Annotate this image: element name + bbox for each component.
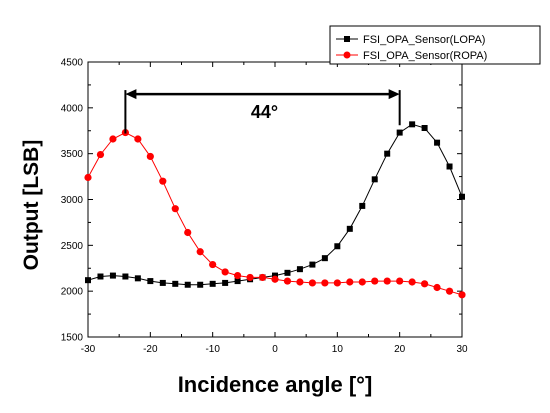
data-point-lopa [209,280,216,287]
annotation-label: 44° [251,102,278,122]
y-tick-label: 4000 [61,103,84,114]
y-tick-label: 3000 [61,195,84,206]
data-point-ropa [346,278,354,286]
legend-label-lopa: FSI_OPA_Sensor(LOPA) [363,34,485,46]
data-point-ropa [408,278,416,286]
data-point-ropa [433,283,441,292]
data-point-ropa [383,277,391,285]
data-point-ropa [296,278,304,286]
data-point-ropa [146,152,154,161]
x-tick-label: -10 [205,344,220,355]
data-point-lopa [122,273,129,280]
data-point-ropa [258,273,267,282]
data-point-ropa [421,280,429,288]
y-axis-title: Output [LSB] [20,140,43,271]
data-point-lopa [272,272,278,279]
x-tick-label: 30 [456,344,468,355]
data-point-ropa [159,177,167,185]
x-tick-label: 10 [332,344,344,355]
data-point-lopa [421,125,428,131]
legend-box [329,25,541,65]
data-point-ropa [184,228,192,237]
data-point-lopa [234,278,241,285]
data-point-lopa [85,277,91,284]
data-point-lopa [334,243,341,250]
data-point-ropa [371,277,379,285]
data-point-lopa [97,273,104,280]
data-point-ropa [445,287,454,295]
data-point-ropa [321,279,329,287]
data-point-lopa [359,202,366,209]
data-point-lopa [371,176,378,183]
data-point-lopa [346,225,353,232]
y-tick-label: 3500 [61,149,84,160]
annotation-arrowhead-right [388,89,400,100]
data-point-ropa [333,279,341,287]
y-tick-label: 1500 [61,333,84,344]
data-point-lopa [284,269,291,276]
legend-marker-lopa [344,36,350,42]
data-point-lopa [296,266,303,273]
data-point-lopa [409,121,416,128]
data-point-ropa [358,278,366,286]
x-tick-label: 0 [272,344,278,355]
x-tick-label: -30 [81,344,96,355]
data-point-ropa [396,277,404,285]
data-point-ropa [109,135,117,143]
data-point-lopa [147,278,154,285]
plot-area: -30 -20 -10 0 10 20 30 1500 2000 2500 3000 3500 4000… [61,58,468,356]
data-point-ropa [234,271,242,280]
data-point-lopa [459,193,465,200]
legend: FSI_OPA_Sensor(LOPA) FSI_OPA_Sensor(ROPA… [329,25,541,65]
data-point-ropa [458,291,466,299]
x-axis-title: Incidence angle [°] [178,372,373,397]
series-line-ropa [88,132,462,296]
data-point-ropa [196,248,204,256]
data-point-ropa [283,277,292,285]
y-tick-label: 2500 [61,241,84,252]
data-point-lopa [396,129,403,136]
data-point-ropa [271,275,279,283]
data-point-ropa [171,205,179,213]
y-tick-label: 4500 [61,58,84,69]
data-point-ropa [221,268,229,276]
data-point-lopa [384,150,391,157]
data-point-lopa [321,255,328,262]
data-point-lopa [446,163,453,170]
data-point-lopa [184,281,191,288]
data-point-lopa [309,261,316,268]
data-point-ropa [209,260,217,269]
data-point-lopa [222,279,229,286]
legend-marker-ropa [343,51,351,59]
legend-label-ropa: FSI_OPA_Sensor(ROPA) [363,50,487,62]
data-point-lopa [434,139,441,146]
x-tick-label: -20 [143,344,158,355]
data-point-lopa [159,279,166,286]
data-point-lopa [134,275,141,282]
data-point-ropa [246,273,254,282]
y-tick-label: 2000 [61,287,84,298]
annotation-arrowhead-left [125,89,137,100]
data-point-ropa [84,173,92,182]
data-point-ropa [308,279,316,287]
data-point-lopa [197,281,204,288]
data-point-ropa [134,135,142,143]
data-point-lopa [109,272,116,279]
data-point-ropa [96,150,105,159]
data-point-lopa [172,280,179,287]
x-tick-label: 20 [394,344,406,355]
